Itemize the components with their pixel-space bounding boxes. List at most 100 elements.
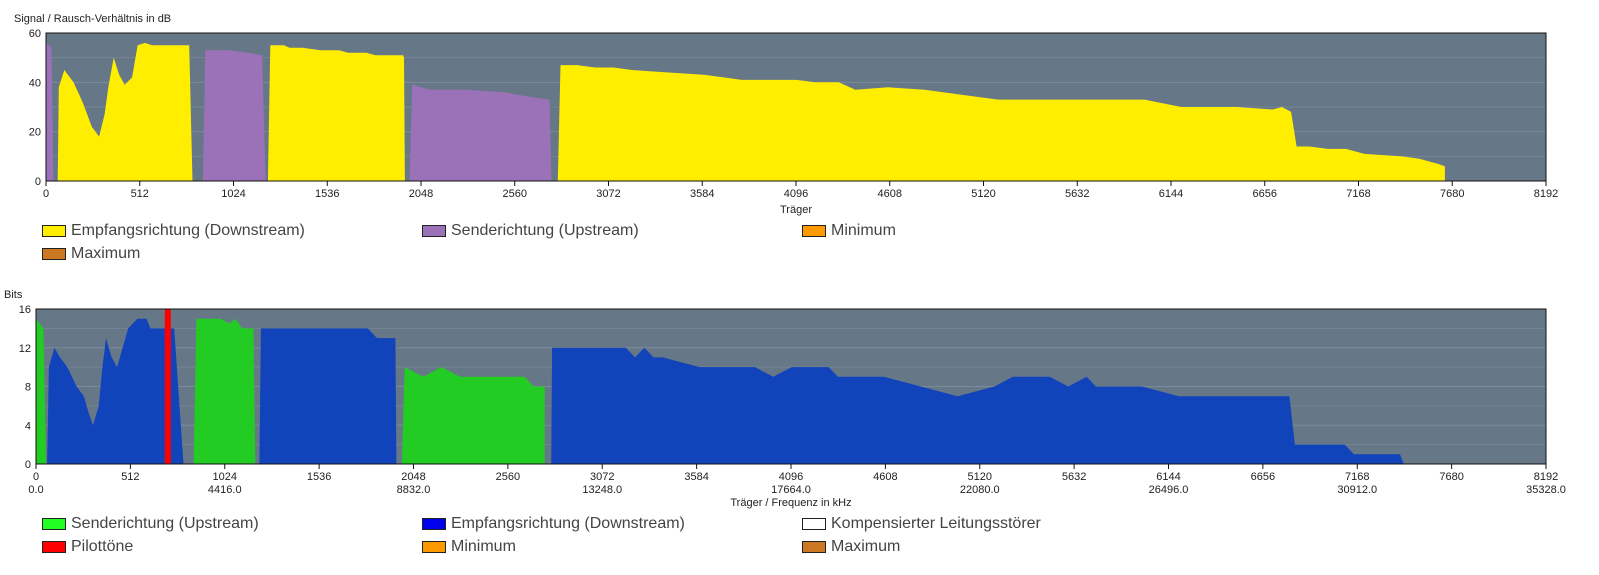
y-tick-label: 16 (19, 304, 31, 316)
legend-label: Minimum (451, 538, 516, 555)
legend-label: Pilottöne (71, 538, 134, 555)
x-freq-label: 30912.0 (1337, 484, 1377, 496)
x-tick-label: 3584 (690, 188, 714, 200)
x-tick-label: 7680 (1440, 188, 1464, 200)
x-freq-label: 26496.0 (1149, 484, 1189, 496)
legend-swatch (802, 225, 826, 237)
legend-swatch (42, 248, 66, 260)
legend-swatch (42, 541, 66, 553)
x-axis-title: Träger (780, 204, 812, 216)
legend-swatch (42, 225, 66, 237)
y-tick-label: 0 (35, 176, 41, 188)
x-tick-label: 4096 (784, 188, 808, 200)
legend-swatch (422, 225, 446, 237)
bits-chart: Bits 0 4 8 12 16 0 512 1024 1536 2048 2560 3072 3584 4… (4, 289, 1566, 509)
x-freq-label: 13248.0 (582, 484, 622, 496)
x-freq-label: 35328.0 (1526, 484, 1566, 496)
x-tick-label: 2560 (496, 471, 520, 483)
y-tick-label: 20 (29, 127, 41, 139)
y-tick-label: 40 (29, 77, 41, 89)
x-freq-label: 17664.0 (771, 484, 811, 496)
x-tick-label: 512 (121, 471, 139, 483)
x-axis-title: Träger / Frequenz in kHz (730, 497, 851, 509)
x-tick-label: 5632 (1062, 471, 1086, 483)
legend-swatch (42, 518, 66, 530)
x-tick-label: 5120 (968, 471, 992, 483)
x-tick-label: 512 (131, 188, 149, 200)
y-tick-label: 4 (25, 420, 31, 432)
series-pilott-ne-bar (164, 309, 171, 464)
legend-item-minimum[interactable]: Minimum (802, 221, 896, 241)
x-tick-label: 4608 (878, 188, 902, 200)
series-senderichtung-upstream-area (36, 318, 47, 464)
x-tick-label: 4608 (873, 471, 897, 483)
series-empfangsrichtung-downstream-area (551, 347, 1404, 464)
legend-item-downstream[interactable]: Empfangsrichtung (Downstream) (42, 221, 305, 241)
legend-label: Senderichtung (Upstream) (451, 222, 639, 239)
legend-swatch (422, 541, 446, 553)
series-empfangsrichtung-downstream-area (557, 65, 1445, 181)
series-senderichtung-upstream-area (193, 318, 256, 464)
series-senderichtung-upstream-area (46, 42, 54, 182)
legend-item-downstream[interactable]: Empfangsrichtung (Downstream) (422, 514, 685, 534)
legend-item-upstream[interactable]: Senderichtung (Upstream) (42, 514, 259, 534)
legend-item-maximum[interactable]: Maximum (802, 537, 900, 557)
x-tick-label: 8192 (1534, 188, 1558, 200)
x-freq-label: 8832.0 (397, 484, 431, 496)
y-tick-label: 8 (25, 382, 31, 394)
legend-label: Minimum (831, 222, 896, 239)
series-empfangsrichtung-downstream-area (267, 45, 405, 181)
y-tick-label: 12 (19, 343, 31, 355)
x-tick-label: 1536 (307, 471, 331, 483)
x-tick-label: 3584 (684, 471, 708, 483)
series-senderichtung-upstream-area (202, 50, 266, 181)
legend-label: Senderichtung (Upstream) (71, 515, 259, 532)
series-empfangsrichtung-downstream-area (259, 328, 397, 464)
legend-item-compensated-noise[interactable]: Kompensierter Leitungsstörer (802, 514, 1041, 534)
x-tick-label: 2560 (503, 188, 527, 200)
x-tick-label: 0 (33, 471, 39, 483)
legend-item-minimum[interactable]: Minimum (422, 537, 516, 557)
x-tick-label: 6656 (1253, 188, 1277, 200)
x-tick-label: 2048 (409, 188, 433, 200)
legend-swatch (422, 518, 446, 530)
x-tick-label: 1024 (221, 188, 245, 200)
x-tick-label: 1536 (315, 188, 339, 200)
x-tick-label: 5632 (1065, 188, 1089, 200)
x-tick-label: 6656 (1251, 471, 1275, 483)
x-tick-label: 8192 (1534, 471, 1558, 483)
x-freq-label: 22080.0 (960, 484, 1000, 496)
legend-label: Kompensierter Leitungsstörer (831, 515, 1041, 532)
y-tick-label: 60 (29, 28, 41, 40)
series-empfangsrichtung-downstream-area (47, 318, 184, 464)
legend-swatch (802, 541, 826, 553)
x-tick-label: 0 (43, 188, 49, 200)
legend-item-maximum[interactable]: Maximum (42, 244, 140, 264)
x-freq-label: 0.0 (28, 484, 43, 496)
y-axis-title: Bits (4, 289, 23, 301)
series-senderichtung-upstream-area (401, 367, 545, 464)
snr-chart: Signal / Rausch-Verhältnis in dB 0 20 40 60 0… (14, 13, 1558, 216)
y-tick-label: 0 (25, 459, 31, 471)
legend-label: Empfangsrichtung (Downstream) (71, 222, 305, 239)
y-axis-title: Signal / Rausch-Verhältnis in dB (14, 13, 171, 25)
series-empfangsrichtung-downstream-area (57, 42, 193, 182)
legend-item-pilot-tones[interactable]: Pilottöne (42, 537, 133, 557)
series-senderichtung-upstream-area (409, 84, 552, 181)
legend-label: Maximum (831, 538, 901, 555)
x-tick-label: 7680 (1439, 471, 1463, 483)
legend-label: Maximum (71, 245, 141, 262)
x-tick-label: 2048 (401, 471, 425, 483)
x-tick-label: 5120 (971, 188, 995, 200)
legend-item-upstream[interactable]: Senderichtung (Upstream) (422, 221, 639, 241)
x-tick-label: 7168 (1345, 471, 1369, 483)
x-tick-label: 3072 (596, 188, 620, 200)
x-tick-label: 6144 (1159, 188, 1183, 200)
legend-swatch (802, 518, 826, 530)
x-tick-label: 7168 (1346, 188, 1370, 200)
x-freq-label: 4416.0 (208, 484, 242, 496)
x-tick-label: 1024 (213, 471, 237, 483)
legend-label: Empfangsrichtung (Downstream) (451, 515, 685, 532)
x-tick-label: 3072 (590, 471, 614, 483)
